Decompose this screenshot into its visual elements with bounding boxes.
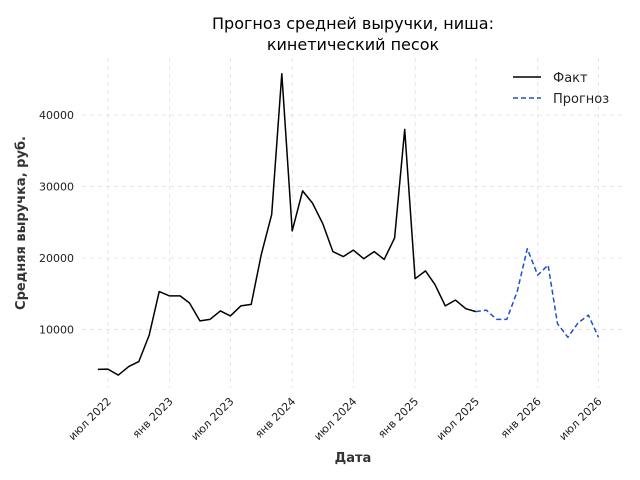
legend: Факт Прогноз	[513, 71, 609, 107]
x-tick-label: июл 2026	[557, 395, 605, 443]
x-tick-label: июл 2022	[66, 395, 114, 443]
y-tick-label: 20000	[39, 252, 74, 265]
forecast-line	[475, 247, 600, 339]
x-tick-label: янв 2026	[498, 395, 544, 441]
x-tick-label: янв 2024	[253, 395, 299, 441]
plot-series	[97, 72, 600, 376]
y-axis-ticks: 10000 20000 30000 40000	[39, 109, 74, 336]
y-tick-label: 40000	[39, 109, 74, 122]
chart-title-line-1: Прогноз средней выручки, ниша:	[212, 14, 494, 33]
x-tick-label: июл 2024	[311, 395, 359, 443]
x-axis-label: Дата	[335, 451, 372, 466]
y-tick-label: 30000	[39, 181, 74, 194]
actual-line	[97, 72, 477, 376]
y-tick-label: 10000	[39, 323, 74, 336]
x-tick-label: июл 2023	[189, 395, 237, 443]
y-axis-label: Средняя выручка, руб.	[14, 136, 29, 310]
x-tick-label: июл 2025	[434, 395, 482, 443]
x-axis-ticks: июл 2022 янв 2023 июл 2023 янв 2024 июл 2024…	[66, 395, 605, 443]
grid	[82, 58, 624, 388]
x-tick-label: янв 2023	[130, 395, 176, 441]
legend-forecast-label: Прогноз	[553, 92, 609, 107]
x-tick-label: янв 2025	[375, 395, 421, 441]
chart-title-line-2: кинетический песок	[267, 35, 440, 54]
legend-actual-label: Факт	[553, 71, 588, 86]
